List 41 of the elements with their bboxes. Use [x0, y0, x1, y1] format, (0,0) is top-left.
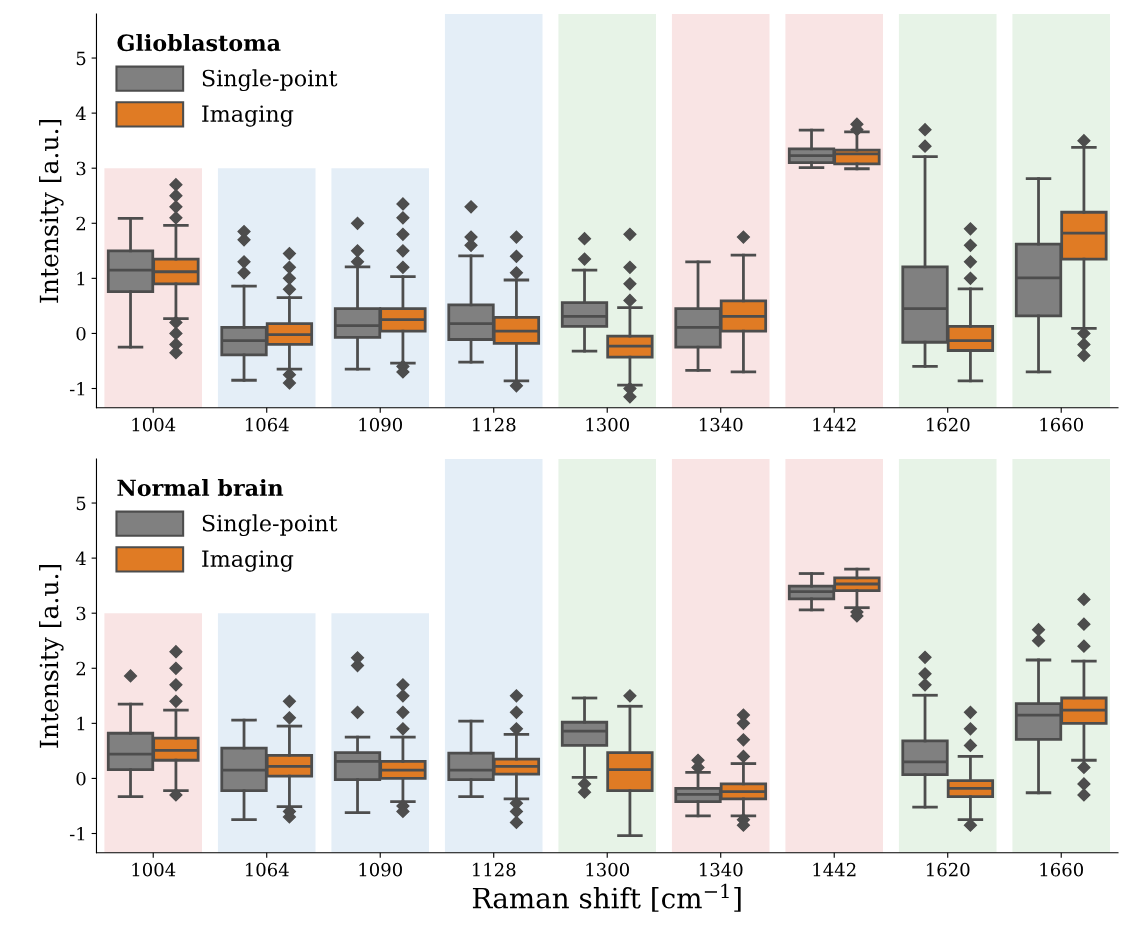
- y-tick-label: -1: [69, 826, 85, 841]
- y-tick-label: 3: [76, 606, 86, 621]
- legend-title: Glioblastoma: [117, 33, 281, 52]
- y-axis-title: Intensity [a.u.]: [39, 564, 64, 748]
- x-tick-label: 1340: [699, 862, 743, 877]
- legend-title: Normal brain: [117, 478, 284, 497]
- x-tick-label: 1090: [359, 862, 402, 877]
- x-tick-label: 1128: [472, 862, 516, 877]
- y-tick-label: -1: [69, 381, 85, 396]
- x-tick-label: 1660: [1040, 417, 1083, 432]
- x-tick-label: 1620: [926, 417, 970, 432]
- legend-label: Single-point: [202, 69, 338, 92]
- y-tick-label: 4: [75, 106, 86, 120]
- y-tick-label: 2: [76, 661, 85, 676]
- x-tick-label: 1620: [926, 862, 970, 877]
- x-tick-label: 1004: [132, 417, 176, 432]
- x-tick-label: 1090: [359, 417, 402, 432]
- y-tick-label: 1: [77, 716, 85, 731]
- y-tick-label: 3: [76, 161, 86, 176]
- x-tick-label: 1064: [245, 417, 289, 432]
- y-axis-title: Intensity [a.u.]: [39, 119, 64, 303]
- x-tick-label: 1442: [813, 417, 856, 432]
- legend-label: Single-point: [202, 514, 338, 537]
- x-axis-title: Raman shift [cm$^{−1}$]: [472, 883, 741, 912]
- x-tick-label: 1004: [132, 862, 176, 877]
- y-tick-label: 1: [77, 271, 85, 286]
- legend-label: Imaging: [202, 105, 294, 127]
- x-tick-label: 1442: [813, 862, 856, 877]
- x-tick-label: 1128: [472, 417, 516, 432]
- y-tick-label: 4: [75, 551, 86, 565]
- y-tick-label: 5: [76, 496, 86, 511]
- x-tick-label: 1300: [586, 862, 629, 877]
- y-tick-label: 0: [76, 771, 86, 786]
- x-tick-label: 1064: [245, 862, 289, 877]
- y-tick-label: 0: [76, 326, 86, 341]
- y-tick-label: 5: [76, 51, 86, 66]
- x-tick-label: 1300: [586, 417, 629, 432]
- legend-label: Imaging: [202, 550, 294, 572]
- y-tick-label: 2: [76, 216, 85, 231]
- x-tick-label: 1340: [699, 417, 743, 432]
- x-tick-label: 1660: [1040, 862, 1083, 877]
